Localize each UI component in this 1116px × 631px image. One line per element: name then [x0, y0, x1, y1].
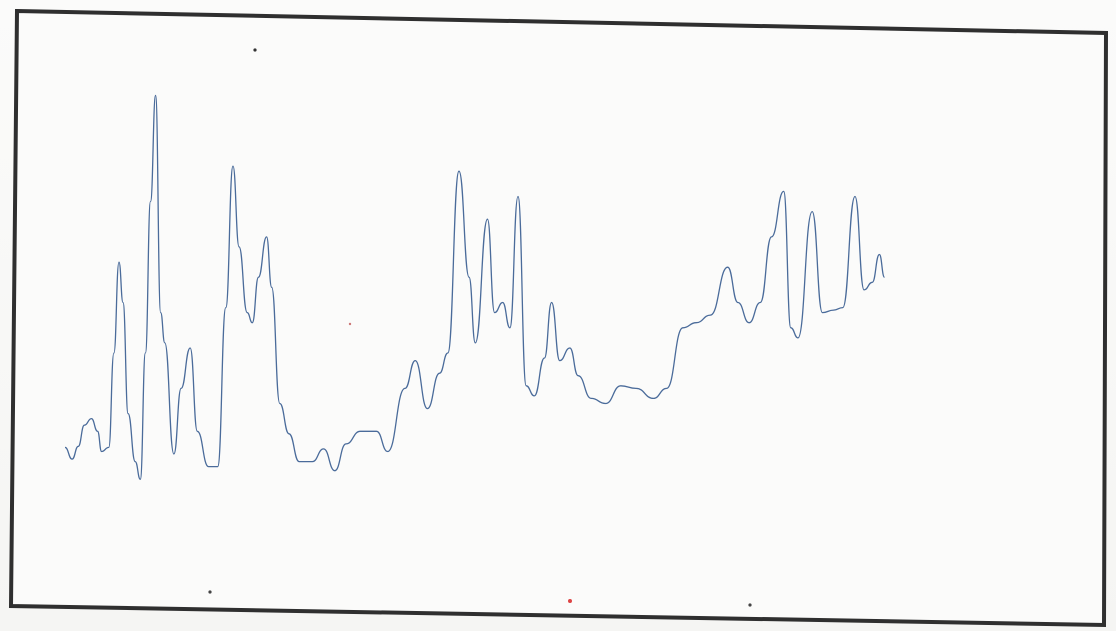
scan-speck	[253, 48, 257, 52]
scan-speck	[348, 322, 352, 326]
plot-frame	[8, 8, 1109, 628]
scan-speck	[568, 599, 572, 603]
series-layer	[64, 94, 886, 480]
scan-speck	[748, 603, 752, 607]
series-line-1	[64, 94, 886, 480]
scan-speck	[208, 590, 212, 594]
